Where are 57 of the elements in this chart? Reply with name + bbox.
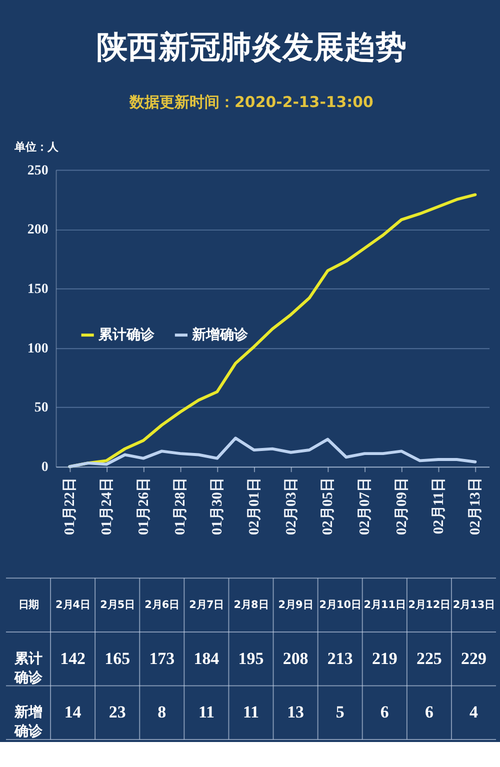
x-tick-label: 01月30日 — [210, 478, 226, 535]
y-tick-label: 50 — [34, 400, 48, 416]
data-label: 23 — [108, 702, 126, 722]
y-axis-title: 单位：人 — [13, 140, 60, 154]
category-label: 2月8日 — [234, 599, 268, 612]
legend-label: 新增确诊 — [191, 326, 250, 344]
data-label: 225 — [416, 648, 442, 668]
x-tick-label: 02月11日 — [430, 478, 447, 534]
data-label: 6 — [380, 702, 389, 722]
category-label: 2月6日 — [144, 599, 180, 612]
data-label: 208 — [282, 648, 308, 668]
legend-label: 累计确诊 — [98, 327, 156, 344]
data-label: 6 — [424, 702, 434, 722]
category-label: 2月5日 — [100, 599, 135, 612]
x-tick-label: 02月05日 — [320, 478, 336, 535]
x-tick-label: 02月03日 — [283, 478, 300, 535]
data-label: 8 — [158, 702, 166, 722]
x-tick-label: 02月13日 — [468, 478, 484, 535]
x-tick-label: 02月09日 — [394, 478, 410, 535]
y-tick-label: 0 — [41, 460, 48, 476]
chart-title: 陕西新冠肺炎发展趋势 — [96, 29, 406, 66]
x-tick-label: 01月24日 — [98, 478, 115, 535]
y-tick-label: 250 — [27, 163, 48, 178]
category-label: 2月12日 — [408, 599, 450, 612]
data-label: 142 — [60, 648, 86, 668]
data-label: 11 — [242, 702, 259, 722]
x-tick-label: 01月22日 — [62, 478, 78, 535]
data-label: 14 — [64, 702, 82, 722]
x-tick-label: 02月01日 — [246, 478, 262, 535]
data-label: 165 — [104, 648, 130, 668]
text: 累计确诊 — [13, 650, 44, 686]
category-label: 2月9日 — [278, 599, 313, 612]
x-tick-label: 02月07日 — [357, 478, 374, 535]
category-label: 2月11日 — [364, 599, 406, 612]
data-label: 5 — [336, 702, 344, 722]
data-label: 195 — [238, 648, 264, 668]
x-tick-label: 01月26日 — [136, 478, 152, 535]
text: 新增确诊 — [13, 704, 44, 740]
data-label: 4 — [470, 702, 479, 722]
y-tick-label: 200 — [27, 222, 48, 238]
category-label: 2月4日 — [56, 599, 90, 612]
data-label: 184 — [194, 648, 220, 668]
y-tick-label: 150 — [27, 282, 48, 298]
category-label: 2月7日 — [189, 599, 224, 612]
data-label: 229 — [461, 648, 486, 668]
category-label: 2月10日 — [319, 599, 361, 612]
data-label: 219 — [372, 648, 398, 668]
text: 日期 — [18, 599, 38, 612]
chart-subtitle: 数据更新时间：2020-2-13-13:00 — [128, 93, 374, 112]
category-label: 2月13日 — [452, 599, 495, 612]
y-tick-label: 100 — [27, 341, 48, 356]
x-tick-label: 01月28日 — [172, 478, 189, 535]
data-label: 11 — [198, 702, 214, 722]
line-series — [68, 436, 477, 468]
data-label: 173 — [149, 648, 175, 668]
data-label: 213 — [327, 648, 353, 668]
data-label: 13 — [287, 702, 304, 722]
